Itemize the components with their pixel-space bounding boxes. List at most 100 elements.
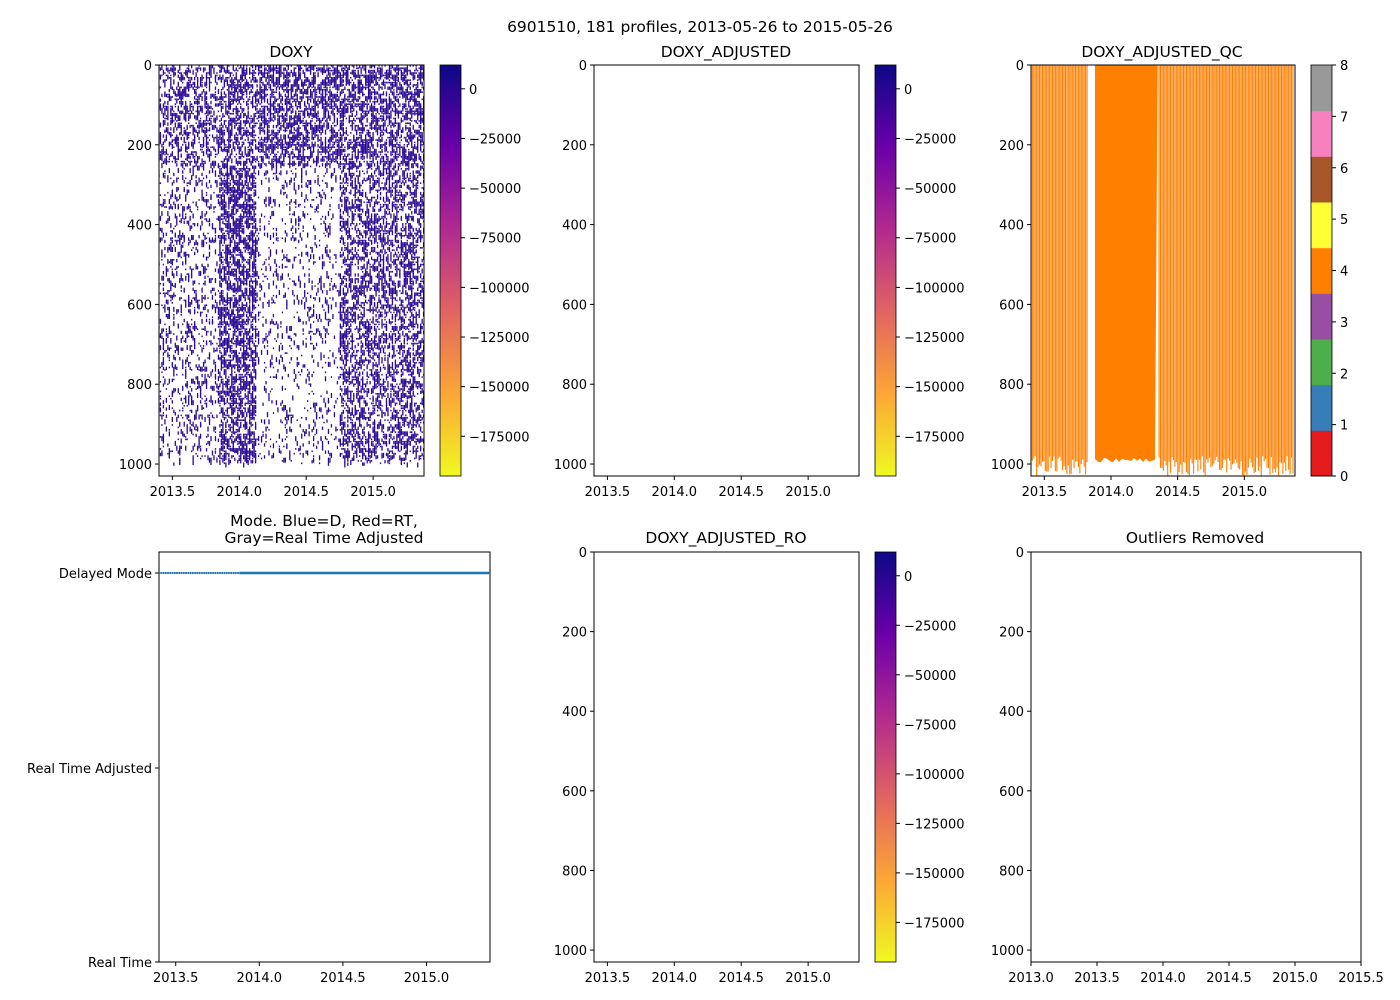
doxy-cell [243, 225, 245, 228]
doxy-cell [180, 244, 182, 250]
doxy-cell [246, 282, 248, 285]
doxy-cell [302, 146, 304, 149]
doxy-cell [299, 120, 301, 124]
doxy-cell [237, 249, 239, 252]
doxy-cell [195, 239, 197, 245]
doxy-cell [226, 211, 229, 215]
doxy-cell [254, 144, 257, 148]
doxy-cell [250, 278, 252, 282]
doxy-cell [269, 115, 272, 121]
doxy-cell [188, 328, 190, 334]
doxy-cell [263, 124, 266, 129]
doxy-cell [229, 105, 231, 110]
doxy-cell [171, 416, 173, 422]
doxy-cell [193, 306, 196, 309]
doxy-cell [192, 460, 194, 466]
doxy-cell [251, 261, 254, 265]
doxy-cell [229, 136, 231, 139]
doxy-cell [205, 182, 208, 188]
doxy-cell [198, 67, 200, 70]
doxy-cell [280, 160, 282, 165]
doxy-cell [259, 91, 261, 95]
doxy-cell [238, 376, 240, 380]
doxy-cell [304, 302, 306, 306]
doxy-cell [193, 100, 196, 105]
doxy-cell [250, 431, 252, 437]
doxy-cell [222, 232, 224, 238]
doxy-cell [244, 172, 246, 177]
doxy-cell [217, 129, 220, 133]
doxy-cell [278, 349, 281, 352]
doxy-cell [207, 414, 209, 418]
doxy-cell [280, 450, 282, 454]
doxy-cell [269, 328, 272, 334]
doxy-cell [253, 412, 255, 416]
doxy-cell [244, 189, 246, 193]
doxy-cell [263, 96, 266, 100]
doxy-cell [304, 273, 306, 277]
doxy-cell [217, 175, 220, 177]
doxy-cell [205, 175, 208, 179]
doxy-cell [228, 76, 230, 79]
doxy-cell [222, 385, 224, 390]
doxy-cell [225, 69, 227, 74]
doxy-cell [222, 218, 224, 220]
doxy-cell [217, 103, 220, 107]
doxy-cell [241, 256, 243, 259]
doxy-cell [171, 270, 173, 276]
doxy-cell [202, 297, 205, 299]
doxy-cell [231, 117, 233, 122]
doxy-cell [219, 146, 221, 149]
doxy-cell [254, 373, 257, 376]
doxy-cell [223, 450, 226, 453]
doxy-cell [220, 323, 223, 326]
doxy-cell [280, 354, 282, 359]
doxy-cell [185, 337, 187, 343]
doxy-cell [185, 141, 187, 144]
doxy-cell [204, 103, 206, 109]
doxy-cell [219, 144, 221, 148]
doxy-cell [244, 440, 246, 446]
doxy-cell [274, 67, 276, 71]
doxy-cell [263, 65, 266, 67]
doxy-cell [162, 361, 165, 366]
doxy-cell [205, 258, 208, 261]
doxy-cell [251, 440, 254, 443]
doxy-cell [299, 127, 301, 129]
doxy-cell [228, 414, 230, 418]
doxy-cell [196, 103, 199, 105]
doxy-cell [234, 349, 236, 354]
doxy-cell [177, 108, 179, 112]
doxy-cell [237, 110, 239, 113]
doxy-cell [222, 290, 224, 292]
doxy-cell [214, 76, 217, 79]
doxy-cell [231, 381, 233, 385]
doxy-cell [208, 158, 211, 162]
doxy-cell [240, 153, 242, 156]
doxy-cell [281, 112, 284, 118]
doxy-cell [243, 347, 245, 351]
doxy-cell [274, 100, 276, 105]
doxy-cell [196, 385, 199, 390]
doxy-cell [247, 218, 249, 224]
doxy-cell [240, 373, 242, 376]
doxy-cell [235, 112, 237, 115]
doxy-cell [246, 369, 248, 371]
doxy-cell [205, 366, 208, 372]
doxy-cell [210, 460, 212, 466]
doxy-cell [198, 369, 200, 371]
doxy-cell [222, 428, 224, 431]
doxy-cell [191, 110, 193, 114]
doxy-cell [165, 127, 168, 133]
doxy-cell [302, 342, 304, 345]
doxy-cell [298, 158, 300, 161]
doxy-cell [219, 412, 221, 414]
doxy-cell [220, 400, 223, 402]
doxy-cell [179, 72, 181, 74]
doxy-cell [238, 88, 240, 93]
doxy-cell [191, 369, 193, 371]
doxy-cell [214, 311, 217, 314]
doxy-cell [250, 421, 252, 427]
doxy-cell [254, 330, 257, 336]
doxy-cell [207, 433, 209, 438]
